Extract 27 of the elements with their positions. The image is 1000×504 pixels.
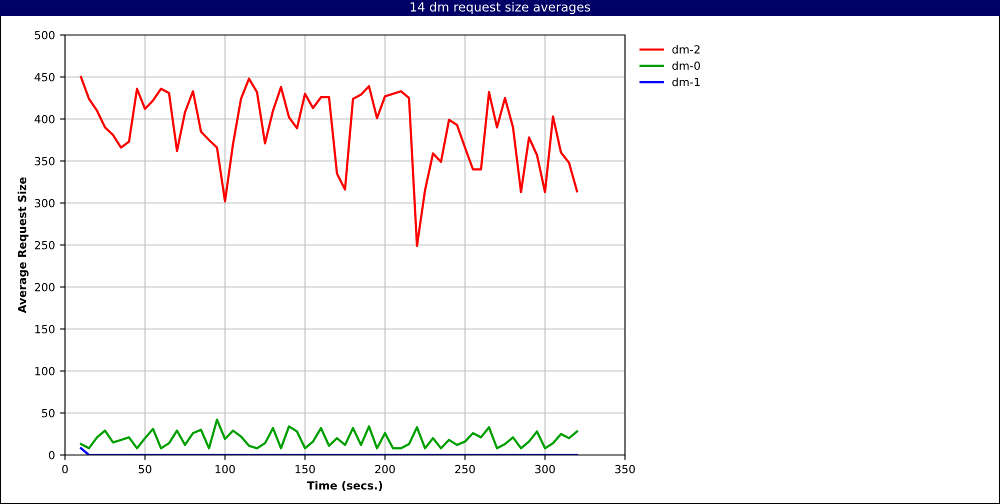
y-tick-label: 100	[35, 366, 55, 376]
y-tick-label: 300	[34, 198, 55, 208]
y-tick-label: 50	[42, 408, 55, 418]
y-tick-label: 500	[34, 30, 55, 40]
line-series	[80, 418, 578, 450]
y-tick-label: 250	[34, 240, 55, 250]
y-tick-label: 400	[34, 114, 55, 124]
legend-label: dm-0	[672, 61, 700, 70]
legend-label: dm-1	[672, 78, 700, 86]
x-tick-label: 50	[138, 464, 152, 474]
x-tick-label: 0	[62, 464, 68, 474]
y-tick-label: 450	[34, 72, 55, 82]
x-tick-label: 150	[296, 464, 315, 474]
legend-label: dm-2	[672, 45, 700, 54]
x-tick-label: 100	[216, 464, 235, 474]
y-tick-label: 0	[48, 450, 55, 460]
y-axis-title: Average Request Size	[18, 177, 29, 314]
y-tick-label: 350	[34, 156, 55, 166]
line-series	[80, 76, 578, 247]
x-tick-label: 350	[615, 464, 635, 474]
chart-title: 14 dm request size averages	[410, 2, 590, 14]
x-tick-label: 250	[455, 464, 475, 474]
x-axis-title: Time (secs.)	[307, 481, 382, 491]
y-tick-label: 200	[34, 282, 55, 292]
x-tick-label: 200	[375, 464, 395, 474]
x-tick-label: 300	[535, 464, 555, 474]
y-tick-label: 150	[35, 324, 55, 334]
